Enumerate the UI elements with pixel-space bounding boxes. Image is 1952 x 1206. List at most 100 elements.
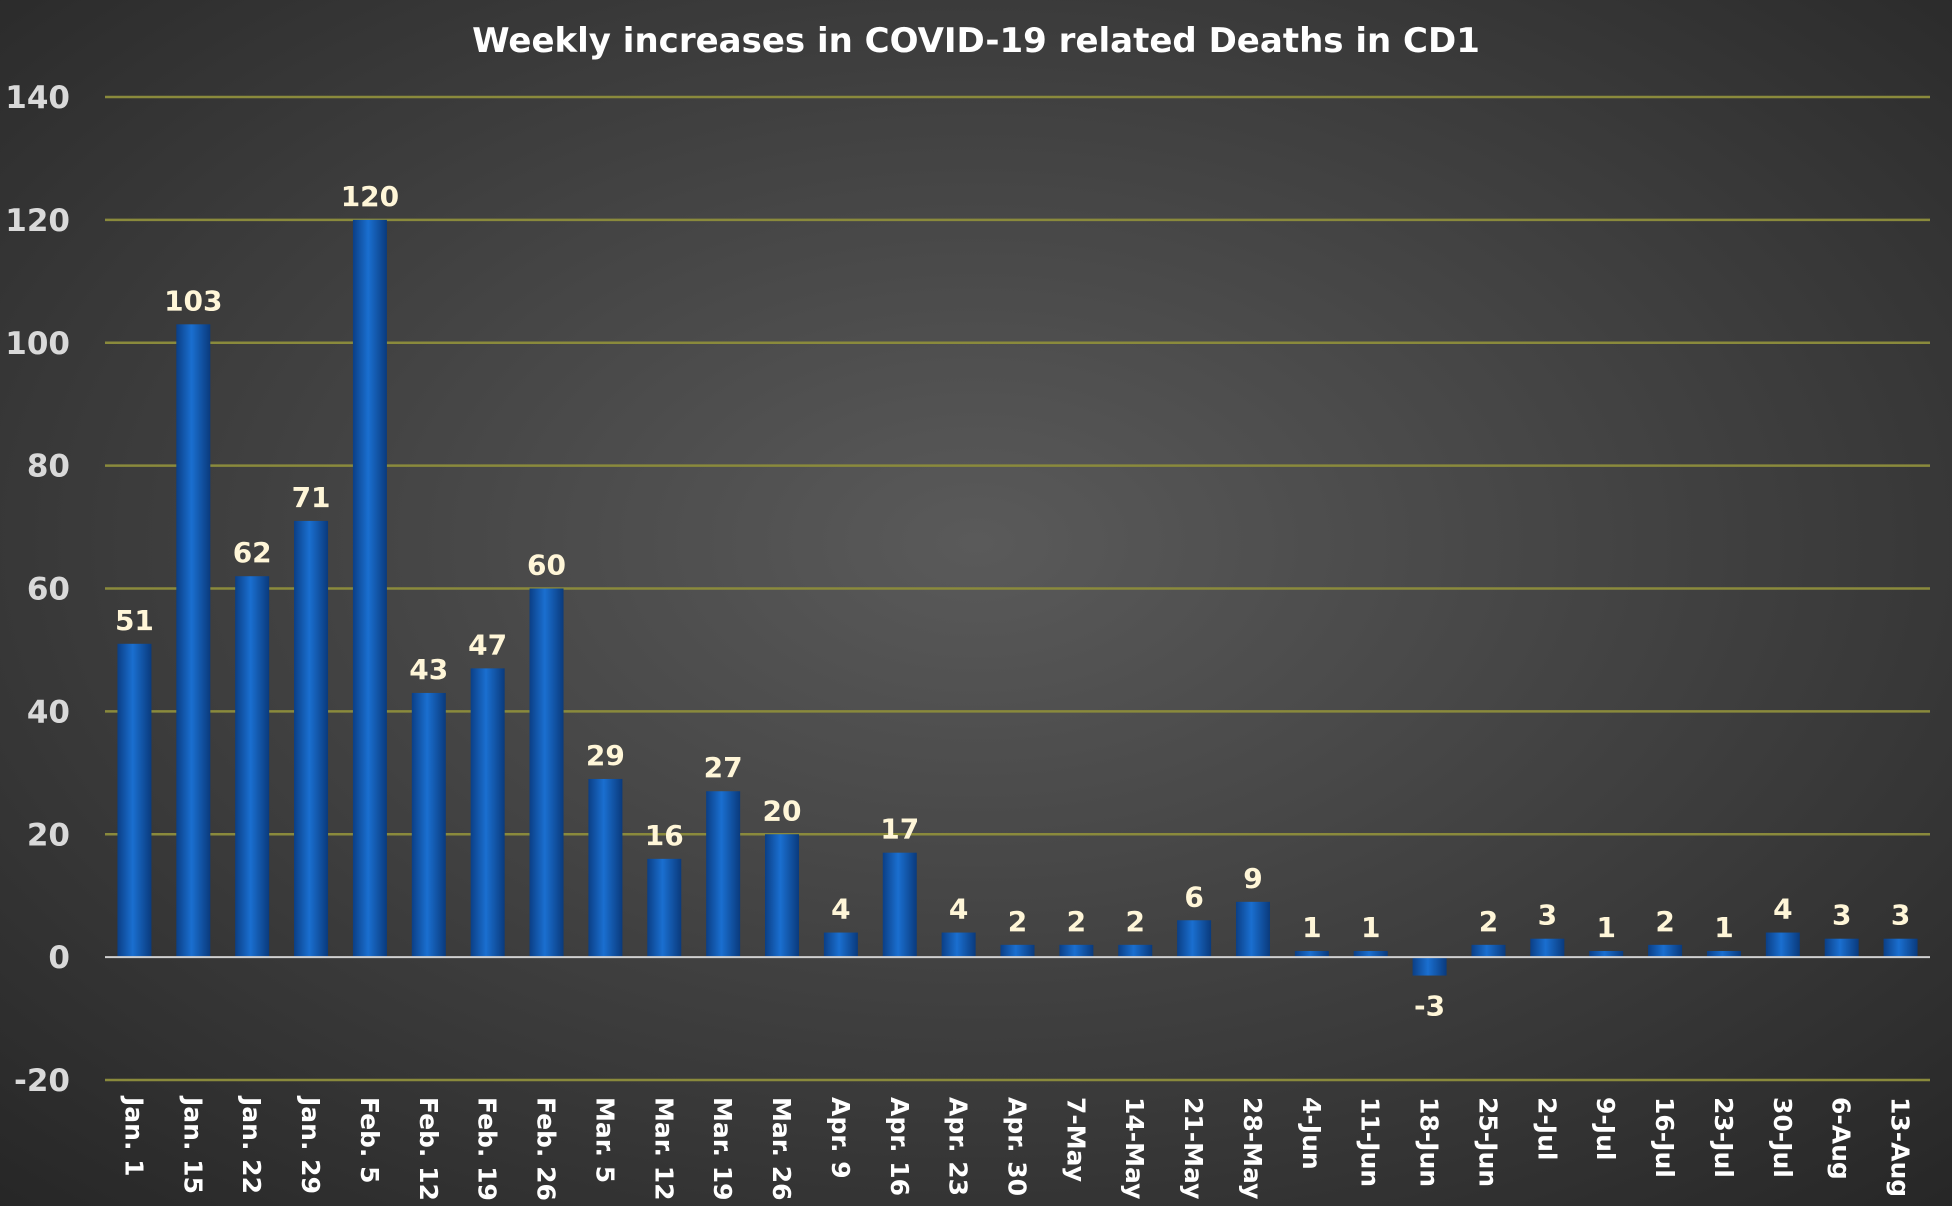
- data-label: 1: [1302, 911, 1321, 944]
- x-tick-label: Mar. 5: [590, 1097, 619, 1183]
- data-label: 16: [645, 819, 684, 852]
- data-label: 60: [527, 549, 566, 582]
- x-tick-label: 14-May: [1120, 1097, 1149, 1199]
- gridlines: [105, 95, 1930, 1082]
- y-tick-label: 140: [5, 80, 70, 116]
- bar: [1177, 920, 1212, 958]
- data-label: 43: [409, 653, 448, 686]
- bar: [470, 668, 505, 958]
- x-tick-label: 2-Jul: [1532, 1097, 1561, 1160]
- x-tick-label: Apr. 9: [826, 1097, 855, 1179]
- y-tick-label: 120: [5, 203, 70, 239]
- data-label: 47: [468, 628, 507, 661]
- chart-title: Weekly increases in COVID-19 related Dea…: [472, 21, 1480, 61]
- x-tick-label: Jan. 15: [178, 1095, 207, 1194]
- bars: [117, 219, 1918, 976]
- bar: [1824, 938, 1859, 958]
- x-tick-label: 7-May: [1061, 1097, 1090, 1182]
- bar: [1353, 950, 1388, 958]
- data-label: 120: [341, 180, 399, 213]
- y-tick-label: 40: [27, 694, 70, 730]
- bar: [1118, 944, 1153, 958]
- data-label: 1: [1714, 911, 1733, 944]
- data-label: 1: [1596, 911, 1615, 944]
- x-tick-label: 25-Jun: [1473, 1097, 1502, 1187]
- y-axis-ticks: 140 120 100 80 60 40 20 0 -20: [5, 80, 70, 1099]
- bar: [1294, 950, 1329, 958]
- bar: [823, 932, 858, 958]
- y-tick-label: 0: [48, 940, 70, 976]
- x-tick-label: Feb. 26: [532, 1097, 561, 1201]
- data-label: 17: [880, 813, 919, 846]
- bar: [294, 520, 329, 958]
- y-tick-label: 100: [5, 326, 70, 362]
- x-tick-label: Apr. 30: [1003, 1097, 1032, 1196]
- data-label: 9: [1243, 862, 1262, 895]
- x-tick-label: Jan. 22: [237, 1095, 266, 1194]
- bar: [411, 692, 446, 958]
- y-tick-label: 20: [27, 817, 70, 853]
- data-label: 4: [831, 893, 850, 926]
- bar: [1471, 944, 1506, 958]
- y-tick-label: 60: [27, 572, 70, 608]
- x-tick-label: Feb. 12: [414, 1097, 443, 1201]
- x-tick-label: 30-Jul: [1768, 1097, 1797, 1178]
- data-label: 2: [1125, 905, 1144, 938]
- bar: [1000, 944, 1035, 958]
- x-tick-label: 23-Jul: [1709, 1097, 1738, 1178]
- data-label: 3: [1832, 899, 1851, 932]
- data-label: 3: [1891, 899, 1910, 932]
- data-label: 2: [1008, 905, 1027, 938]
- bar: [1648, 944, 1683, 958]
- data-label: 71: [292, 481, 331, 514]
- y-tick-label: 80: [27, 449, 70, 485]
- bar: [588, 778, 623, 958]
- x-tick-label: Feb. 5: [355, 1097, 384, 1184]
- bar: [706, 791, 741, 958]
- bar: [1412, 957, 1447, 976]
- data-label: 1: [1361, 911, 1380, 944]
- data-label: 103: [164, 284, 222, 317]
- data-label: 2: [1067, 905, 1086, 938]
- bar: [1059, 944, 1094, 958]
- x-tick-label: Feb. 19: [473, 1097, 502, 1201]
- bar: [176, 324, 211, 958]
- data-label: 6: [1184, 880, 1203, 913]
- x-tick-label: Apr. 16: [885, 1097, 914, 1196]
- x-tick-label: 6-Aug: [1827, 1097, 1856, 1180]
- data-label: 51: [115, 604, 154, 637]
- bar: [1883, 938, 1918, 958]
- bar: [529, 588, 564, 958]
- data-label: -3: [1414, 990, 1445, 1023]
- data-label: 29: [586, 739, 625, 772]
- data-label: 62: [233, 536, 272, 569]
- bar: [1706, 950, 1741, 958]
- x-tick-label: 4-Jun: [1297, 1097, 1326, 1170]
- bar: [882, 852, 917, 958]
- bar: [1589, 950, 1624, 958]
- data-label: 27: [704, 751, 743, 784]
- bar: [235, 576, 270, 958]
- bar: [1235, 901, 1270, 958]
- x-tick-label: 28-May: [1238, 1097, 1267, 1199]
- x-tick-label: Mar. 12: [649, 1097, 678, 1201]
- data-label: 3: [1538, 899, 1557, 932]
- x-tick-label: Mar. 19: [708, 1097, 737, 1201]
- x-tick-label: Jan. 29: [296, 1095, 325, 1194]
- bar: [647, 858, 682, 958]
- data-label: 20: [763, 794, 802, 827]
- x-tick-label: 13-Aug: [1886, 1097, 1915, 1197]
- x-tick-label: 11-Jun: [1356, 1097, 1385, 1187]
- data-label: 2: [1655, 905, 1674, 938]
- x-tick-label: 21-May: [1179, 1097, 1208, 1199]
- x-tick-label: 9-Jul: [1591, 1097, 1620, 1160]
- data-label: 4: [949, 893, 968, 926]
- bar: [1530, 938, 1565, 958]
- data-label: 4: [1773, 893, 1792, 926]
- y-tick-label: -20: [14, 1063, 70, 1099]
- x-tick-label: 18-Jun: [1415, 1097, 1444, 1187]
- bar: [352, 219, 387, 958]
